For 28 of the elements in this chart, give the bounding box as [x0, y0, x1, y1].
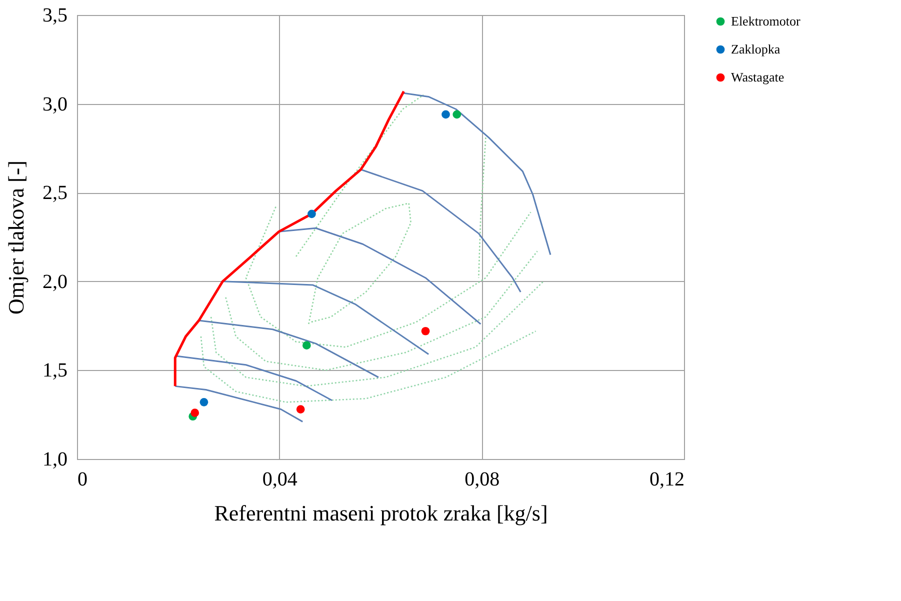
line-series — [225, 250, 538, 371]
y-tick-label: 2,0 — [42, 270, 68, 293]
legend-label: Wastagate — [731, 70, 784, 84]
y-tick-label: 1,0 — [42, 448, 68, 470]
legend-label: Elektromotor — [731, 14, 801, 28]
line-series — [198, 320, 380, 378]
line-series — [175, 355, 333, 402]
legend-label: Zaklopka — [731, 42, 780, 56]
line-series — [174, 385, 304, 422]
line-series — [360, 168, 522, 293]
x-tick-label: 0,04 — [262, 468, 298, 490]
x-axis-title: Referentni maseni protok zraka [kg/s] — [214, 500, 548, 526]
x-tick-label: 0 — [78, 468, 88, 490]
y-tick-label: 3,0 — [42, 93, 68, 116]
line-series — [174, 90, 406, 388]
y-tick-label: 3,5 — [42, 4, 68, 26]
line-series — [222, 280, 430, 355]
y-tick-label: 2,5 — [42, 182, 68, 204]
x-tick-label: 0,12 — [650, 468, 684, 490]
line-series — [295, 94, 424, 258]
y-axis-title: Omjer tlakova [-] — [4, 160, 28, 314]
y-tick-label: 1,5 — [42, 360, 68, 382]
line-series — [210, 280, 544, 387]
x-tick-label: 0,08 — [464, 468, 500, 490]
line-series — [200, 330, 536, 403]
line-series — [308, 202, 412, 325]
line-series — [245, 206, 532, 348]
line-series — [403, 92, 552, 256]
